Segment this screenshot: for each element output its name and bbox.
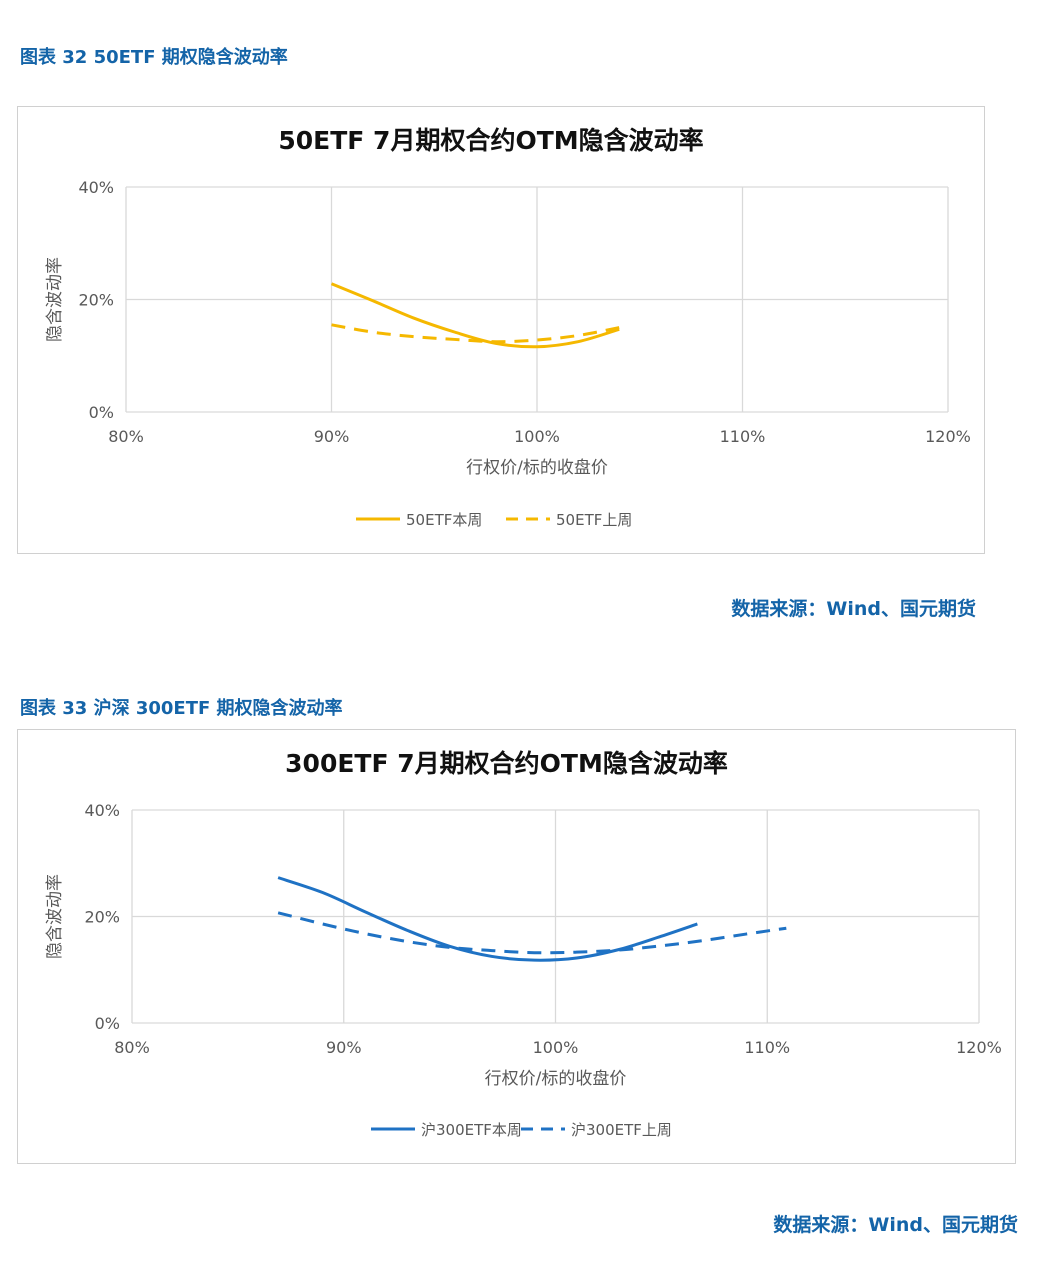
chart-title: 300ETF 7月期权合约OTM隐含波动率	[285, 749, 728, 778]
x-tick-label: 90%	[326, 1038, 362, 1057]
x-tick-label: 80%	[108, 427, 144, 446]
figure-caption: 图表 33 沪深 300ETF 期权隐含波动率	[20, 698, 343, 719]
y-axis-label: 隐含波动率	[45, 257, 65, 342]
chart-title: 50ETF 7月期权合约OTM隐含波动率	[278, 126, 703, 155]
legend-label: 50ETF上周	[556, 511, 632, 529]
series-line-previous-week	[277, 911, 787, 955]
y-tick-label: 40%	[78, 178, 114, 197]
source-note: 数据来源：Wind、国元期货	[773, 1214, 1018, 1236]
figure-caption: 图表 32 50ETF 期权隐含波动率	[20, 47, 288, 68]
y-axis-label: 隐含波动率	[45, 874, 65, 959]
y-tick-label: 40%	[84, 801, 120, 820]
x-tick-label: 120%	[925, 427, 971, 446]
series-line-current-week	[330, 282, 620, 349]
y-tick-label: 0%	[89, 403, 114, 422]
x-tick-label: 120%	[956, 1038, 1002, 1057]
x-tick-label: 90%	[314, 427, 350, 446]
chart-container: 300ETF 7月期权合约OTM隐含波动率 0% 20% 40% 80% 90% 100% 1…	[17, 729, 1016, 1164]
y-tick-label: 0%	[95, 1014, 120, 1033]
chart-container: 50ETF 7月期权合约OTM隐含波动率 0% 20% 40% 80% 90% 100% 11…	[17, 106, 985, 554]
legend-label: 50ETF本周	[406, 511, 482, 529]
y-tick-label: 20%	[84, 908, 120, 927]
chart-svg: 50ETF 7月期权合约OTM隐含波动率 0% 20% 40% 80% 90% 100% 11…	[45, 126, 971, 529]
series-line-current-week	[277, 876, 698, 962]
x-axis-label: 行权价/标的收盘价	[485, 1069, 627, 1089]
x-tick-label: 80%	[114, 1038, 150, 1057]
x-axis-label: 行权价/标的收盘价	[466, 458, 608, 478]
series-line-previous-week	[331, 323, 620, 344]
x-tick-label: 100%	[533, 1038, 579, 1057]
legend-label: 沪300ETF本周	[421, 1121, 522, 1139]
x-tick-label: 110%	[720, 427, 766, 446]
x-tick-label: 100%	[514, 427, 560, 446]
legend-label: 沪300ETF上周	[571, 1121, 672, 1139]
y-tick-label: 20%	[78, 291, 114, 310]
x-tick-label: 110%	[744, 1038, 790, 1057]
source-note: 数据来源：Wind、国元期货	[731, 598, 976, 620]
chart-svg: 300ETF 7月期权合约OTM隐含波动率 0% 20% 40% 80% 90% 100% 1…	[45, 749, 1002, 1139]
